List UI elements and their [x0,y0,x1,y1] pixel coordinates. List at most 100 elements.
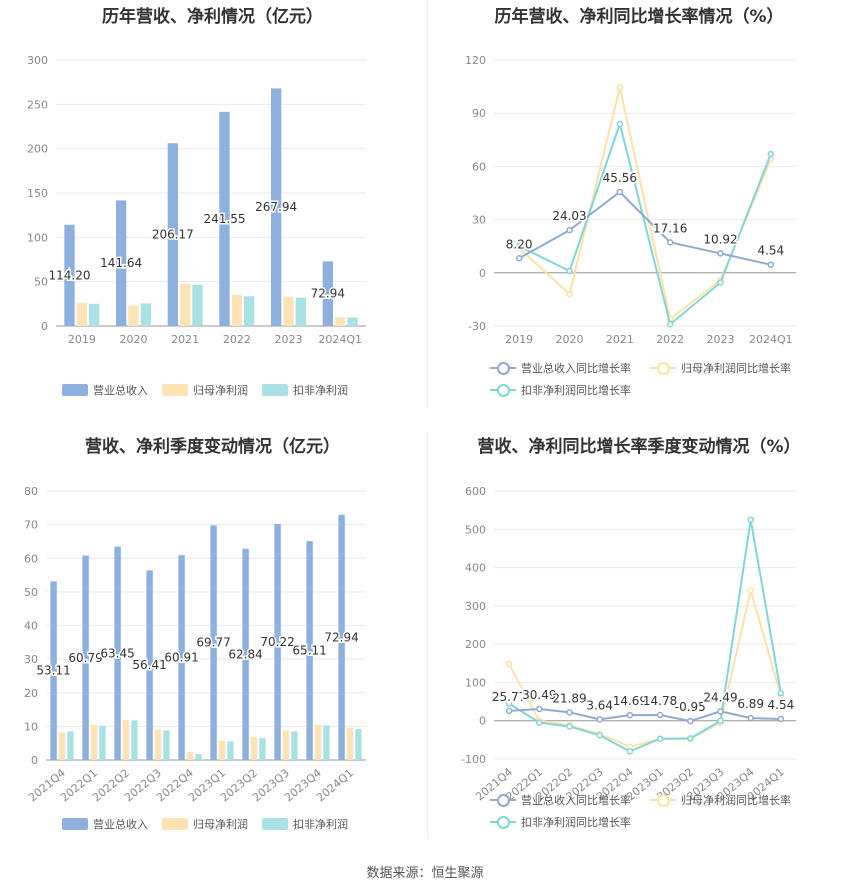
bar [210,525,217,760]
bar [76,302,87,326]
y-tick-label: 150 [27,187,48,200]
x-tick-label: 2019 [505,333,533,346]
series-line [518,190,772,266]
quarterly-bar-plot: 010203040506070802021Q42022Q12022Q22022Q… [24,485,366,804]
legend-swatch [162,384,188,396]
legend-label: 归母净利润 [193,818,248,831]
annual-growth-plot: -30 0 30 60 90 120 2019 2020 2021 2022 2023 2024Q1 8… [465,54,796,346]
data-label: 25.77 [492,690,526,704]
data-point [777,689,785,697]
divider [427,432,428,838]
legend-deducted-profit-growth[interactable]: 扣非净利润同比增长率 [490,814,631,830]
data-point [616,188,624,196]
bar [90,724,98,760]
divider [427,0,428,408]
data-label: -0.95 [675,700,706,714]
legend-label: 归母净利润 [193,384,248,397]
data-label: 14.78 [643,694,677,708]
legend-net-profit-growth[interactable]: 归母净利润同比增长率 [650,360,791,376]
data-point [566,290,573,298]
series-line [518,120,772,327]
legend-label: 营业总收入 [93,818,148,831]
legend-revenue-growth[interactable]: 营业总收入同比增长率 [490,360,631,376]
legend-revenue[interactable]: 营业总收入 [62,382,148,398]
y-tick-label: 30 [24,653,38,666]
bar [338,514,345,760]
y-tick-label: 0 [479,715,486,728]
legend-marker [490,793,516,807]
chart-title: 历年营收、净利同比增长率情况（%） [494,7,784,27]
chart-title: 营收、净利同比增长率季度变动情况（%） [477,437,801,457]
legend-swatch [62,384,88,396]
data-point [777,715,785,723]
legend-revenue-growth[interactable]: 营业总收入同比增长率 [490,792,631,808]
x-tick-label: 2021 [606,333,634,346]
data-label: 8.20 [506,237,533,251]
legend-deducted-profit-growth[interactable]: 扣非净利润同比增长率 [490,382,631,398]
x-tick-label: 2023 [275,333,303,346]
data-label: 60.79 [68,651,102,665]
annual-bar-plot: 0 50 100 150 200 250 300 2019 2020 2021 2022 2023 20… [27,54,366,346]
x-tick-label: 2024Q1 [318,333,362,346]
data-label: 53.11 [36,664,70,678]
data-label: 70.22 [260,635,294,649]
bar [163,730,170,760]
bar [242,548,249,760]
bar [282,730,290,760]
y-tick-label: 300 [27,54,48,67]
bar [131,720,138,760]
y-tick-label: 100 [465,676,486,689]
series-line [509,708,781,723]
data-point [717,717,724,724]
y-tick-label: 80 [24,485,38,498]
chart-title: 营收、净利季度变动情况（亿元） [85,437,340,457]
y-tick-label: 250 [27,98,48,111]
legend-swatch [262,384,288,396]
legend-deducted-profit[interactable]: 扣非净利润 [262,382,348,398]
data-label: 141.64 [100,256,142,270]
legend-label: 扣非净利润 [293,818,348,831]
y-tick-label: 500 [465,523,486,536]
bar [114,546,121,760]
data-point [656,711,664,719]
data-label: 267.94 [255,200,297,214]
bar [314,724,322,760]
legend-net-profit[interactable]: 归母净利润 [162,382,248,398]
data-point [717,708,724,715]
y-tick-label: 60 [472,160,486,173]
data-point [656,735,664,742]
bar [335,317,346,326]
data-point [717,250,724,257]
legend-swatch [262,818,288,830]
data-point [596,716,603,723]
y-tick-label: 300 [465,600,486,613]
data-point [717,279,724,286]
data-point [616,120,624,128]
bar [128,305,139,326]
x-tick-label: 2020 [556,333,584,346]
legend-revenue[interactable]: 营业总收入 [62,816,148,832]
bar [99,725,106,760]
x-tick-label: 2022 [223,333,251,346]
x-tick-label: 2021 [171,333,199,346]
y-tick-label: 200 [27,143,48,156]
data-label: 17.16 [653,221,687,235]
bar [283,296,294,326]
bar [347,317,358,326]
data-label: 21.89 [552,691,586,705]
legend-deducted-profit[interactable]: 扣非净利润 [262,816,348,832]
bar [323,725,330,760]
y-tick-label: 70 [24,519,38,532]
data-label: 24.49 [703,690,737,704]
legend-net-profit[interactable]: 归母净利润 [162,816,248,832]
y-tick-label: -30 [468,320,486,333]
data-point [687,717,694,725]
x-tick-label: 2019 [68,333,96,346]
x-tick-label: 2020 [120,333,148,346]
data-point [616,84,624,91]
bar [186,751,194,760]
legend-net-profit-growth[interactable]: 归母净利润同比增长率 [650,792,791,808]
legend-label: 扣非净利润同比增长率 [521,384,631,397]
bar [219,111,230,326]
chart-title: 历年营收、净利情况（亿元） [102,7,323,27]
